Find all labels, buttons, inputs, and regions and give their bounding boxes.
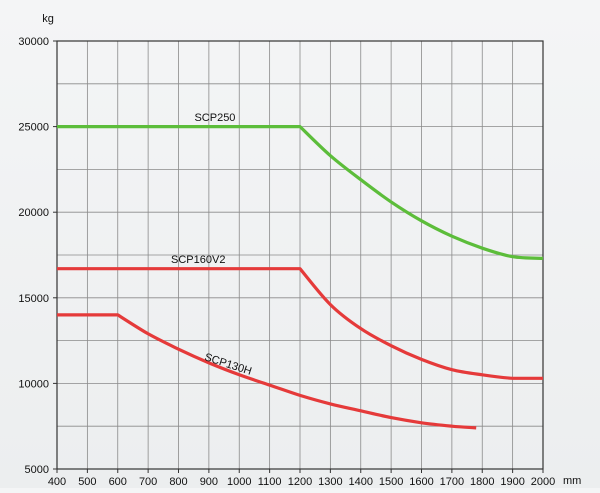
x-tick-label: 1100 bbox=[258, 476, 282, 488]
series-line-scp130h bbox=[57, 313, 477, 430]
axes: kg mm 400 500 600 700 800 900 1000 1100 1200 1300… bbox=[18, 13, 581, 488]
x-tick-label: 1500 bbox=[379, 476, 403, 488]
y-tick-label: 10000 bbox=[18, 378, 49, 390]
x-tick-label: 2000 bbox=[531, 476, 555, 488]
x-tick-label: 1000 bbox=[227, 476, 251, 488]
y-tick-label: 15000 bbox=[18, 293, 49, 305]
series-label-scp130h: SCP130H bbox=[203, 351, 253, 378]
x-tick-label: 1800 bbox=[470, 476, 494, 488]
x-tick-label: 800 bbox=[169, 476, 187, 488]
x-tick-label: 1300 bbox=[318, 476, 342, 488]
x-tick-label: 500 bbox=[78, 476, 96, 488]
series-layer bbox=[57, 125, 544, 430]
series-label-scp160v2: SCP160V2 bbox=[171, 254, 225, 266]
y-tick-label: 25000 bbox=[18, 122, 49, 134]
x-tick-label: 1400 bbox=[349, 476, 373, 488]
series-line-scp160v2 bbox=[57, 267, 543, 380]
series-labels: SCP250 SCP160V2 SCP130H bbox=[171, 112, 253, 378]
y-axis-label: kg bbox=[42, 13, 54, 25]
series-line-scp250 bbox=[57, 125, 544, 260]
y-tick-label: 5000 bbox=[25, 464, 49, 476]
x-tick-label: 700 bbox=[139, 476, 157, 488]
x-tick-label: 1900 bbox=[500, 476, 524, 488]
x-axis-label: mm bbox=[563, 475, 581, 487]
series-label-scp250: SCP250 bbox=[194, 112, 235, 124]
y-tick-label: 30000 bbox=[18, 36, 49, 48]
x-tick-label: 1200 bbox=[288, 476, 312, 488]
x-tick-label: 1600 bbox=[409, 476, 433, 488]
x-tick-label: 900 bbox=[200, 476, 218, 488]
x-tick-label: 400 bbox=[48, 476, 66, 488]
y-tick-label: 20000 bbox=[18, 207, 49, 219]
grid bbox=[56, 40, 544, 470]
x-tick-label: 1700 bbox=[440, 476, 464, 488]
x-tick-label: 600 bbox=[109, 476, 127, 488]
